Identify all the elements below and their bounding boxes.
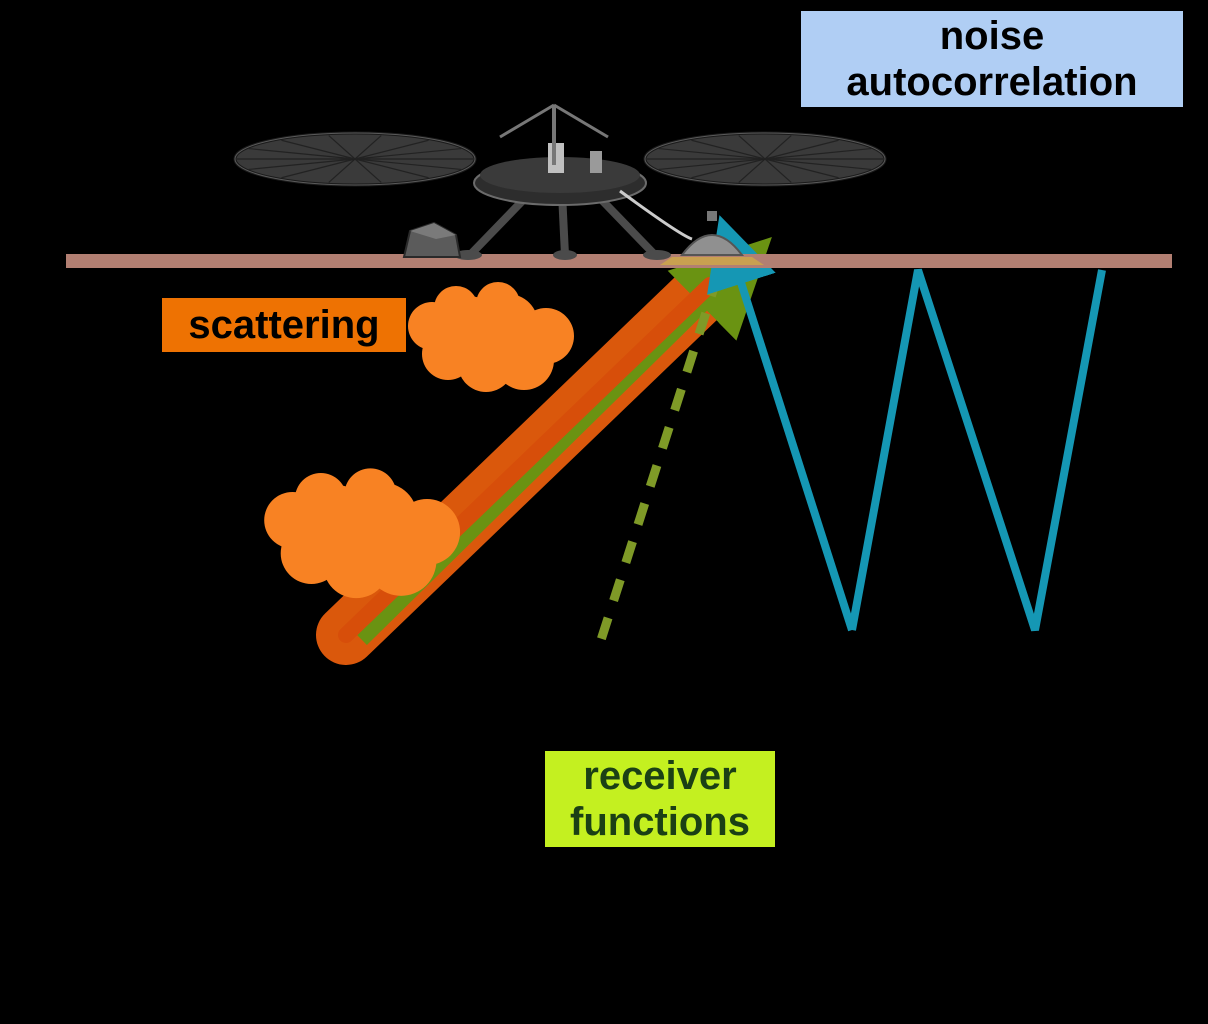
noise-autocorrelation-text: noiseautocorrelation [846, 13, 1137, 105]
scattering-text: scattering [188, 302, 379, 348]
scattering-cloud-lower [264, 468, 460, 598]
noise-w-path [737, 270, 1102, 630]
scattering-label: scattering [162, 298, 406, 352]
boulder [404, 223, 460, 257]
diagram-svg [0, 0, 1208, 1024]
noise-autocorrelation-label: noiseautocorrelation [796, 6, 1188, 112]
receiver-functions-label: receiverfunctions [540, 746, 780, 852]
diagram-canvas: noiseautocorrelation scattering receiver… [0, 0, 1208, 1024]
receiver-functions-text: receiverfunctions [570, 753, 750, 845]
scattering-cloud-upper [408, 282, 574, 392]
insight-lander [235, 105, 885, 260]
